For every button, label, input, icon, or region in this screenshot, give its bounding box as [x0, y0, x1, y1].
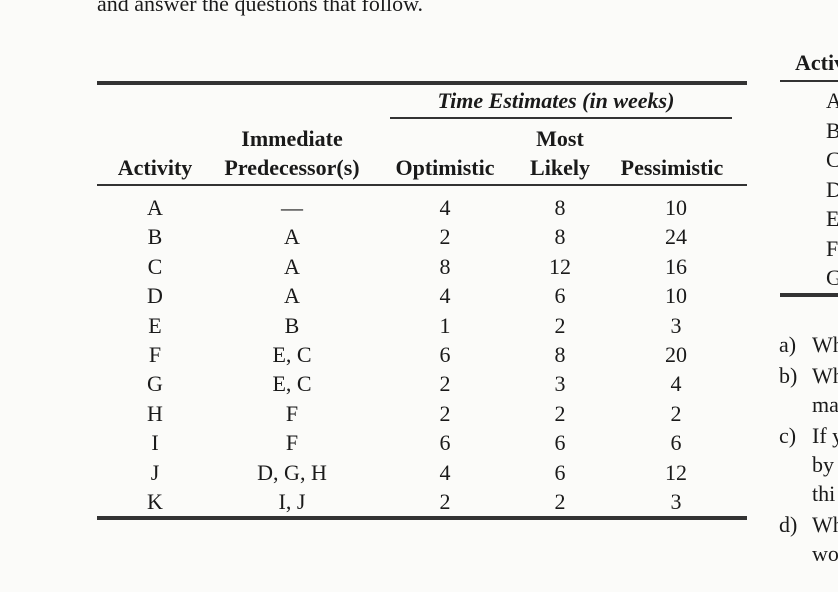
table-cell: 2 — [554, 312, 566, 338]
table-cell: 4 — [439, 283, 451, 309]
column-header: Pessimistic — [620, 155, 724, 180]
table-cell: 4 — [670, 371, 682, 397]
table-cell: D, G, H — [257, 459, 327, 485]
table-cell: C — [147, 253, 163, 279]
table-cell: A — [284, 253, 300, 279]
intro-text: and answer the questions that follow. — [97, 0, 424, 16]
table-cell: 2 — [670, 400, 682, 426]
group-rule — [390, 117, 732, 119]
table-cell: K — [147, 489, 163, 514]
question-label: a) — [779, 332, 797, 357]
table-cell: 6 — [439, 430, 451, 456]
table-cell: F — [285, 400, 299, 426]
table-cell: J — [150, 459, 160, 485]
table-cell: 10 — [665, 195, 687, 220]
table-cell: 16 — [665, 253, 687, 279]
table-cell: 2 — [554, 400, 566, 426]
side-cell: E — [826, 206, 838, 231]
question-label: b) — [779, 363, 798, 388]
question-text: Wh — [812, 363, 838, 388]
table-cell: 1 — [439, 312, 451, 338]
table-cell: 2 — [439, 371, 451, 397]
table-cell: A — [284, 283, 300, 309]
table-cell: 6 — [554, 459, 566, 485]
table-cell: G — [147, 371, 163, 397]
table-cell: 8 — [554, 224, 566, 250]
question-text: thi — [812, 481, 836, 506]
table-cell: E, C — [272, 342, 312, 367]
question-text: ma — [812, 392, 838, 417]
table-cell: 3 — [670, 489, 682, 514]
column-header: Predecessor(s) — [224, 155, 360, 180]
column-header: Immediate — [241, 126, 343, 151]
side-cell: F — [826, 235, 838, 261]
question-label: c) — [779, 423, 797, 448]
table-cell: F — [285, 430, 299, 456]
table-cell: A — [284, 224, 300, 250]
table-bottom-rule — [97, 516, 747, 520]
table-cell: 3 — [670, 312, 682, 338]
table-top-rule — [97, 81, 747, 85]
column-header: Likely — [530, 155, 590, 180]
group-header: Time Estimates (in weeks) — [437, 88, 675, 113]
table-cell: D — [147, 283, 163, 309]
side-cell: A — [826, 88, 838, 113]
table-cell: — — [281, 195, 303, 220]
table-cell: 6 — [670, 430, 682, 456]
question-label: d) — [779, 512, 798, 537]
side-bottom-rule — [780, 293, 838, 297]
table-cell: 6 — [554, 283, 566, 309]
table-cell: 12 — [665, 459, 687, 485]
table-cell: E — [148, 312, 162, 338]
side-header: Activ — [795, 50, 838, 75]
question-text: Wh — [812, 512, 838, 537]
table-cell: I, J — [278, 489, 306, 514]
side-cell: D — [826, 176, 838, 202]
table-cell: E, C — [272, 371, 312, 397]
table-cell: 8 — [439, 253, 451, 279]
table-cell: 8 — [554, 342, 566, 367]
side-cell: B — [826, 117, 838, 143]
question-text: If y — [812, 423, 838, 448]
table-cell: 10 — [665, 283, 687, 309]
table-cell: 2 — [439, 224, 451, 250]
table-cell: A — [147, 195, 163, 220]
question-text: wo — [812, 541, 838, 566]
table-cell: B — [147, 224, 163, 250]
table-cell: B — [284, 312, 300, 338]
table-cell: 2 — [554, 489, 566, 514]
table-cell: 4 — [439, 195, 451, 220]
column-header: Most — [536, 126, 584, 151]
table-cell: 12 — [549, 253, 571, 279]
side-cell: C — [826, 147, 838, 172]
side-cell: G — [826, 265, 838, 290]
table-cell: 3 — [554, 371, 566, 397]
table-cell: 20 — [665, 342, 687, 367]
table-cell: 8 — [554, 195, 566, 220]
question-text: Wh — [812, 332, 838, 357]
question-text: by — [812, 452, 834, 477]
table-cell: 2 — [439, 489, 451, 514]
table-cell: H — [147, 400, 163, 426]
column-header: Activity — [117, 155, 193, 180]
table-cell: 6 — [554, 430, 566, 456]
header-rule — [97, 184, 747, 186]
table-cell: I — [151, 430, 159, 456]
table-cell: 2 — [439, 400, 451, 426]
table-cell: 4 — [439, 459, 451, 485]
side-top-rule — [780, 80, 838, 82]
table-cell: 6 — [439, 342, 451, 367]
column-header: Optimistic — [395, 155, 495, 180]
table-cell: F — [148, 342, 162, 367]
table-cell: 24 — [665, 224, 687, 250]
